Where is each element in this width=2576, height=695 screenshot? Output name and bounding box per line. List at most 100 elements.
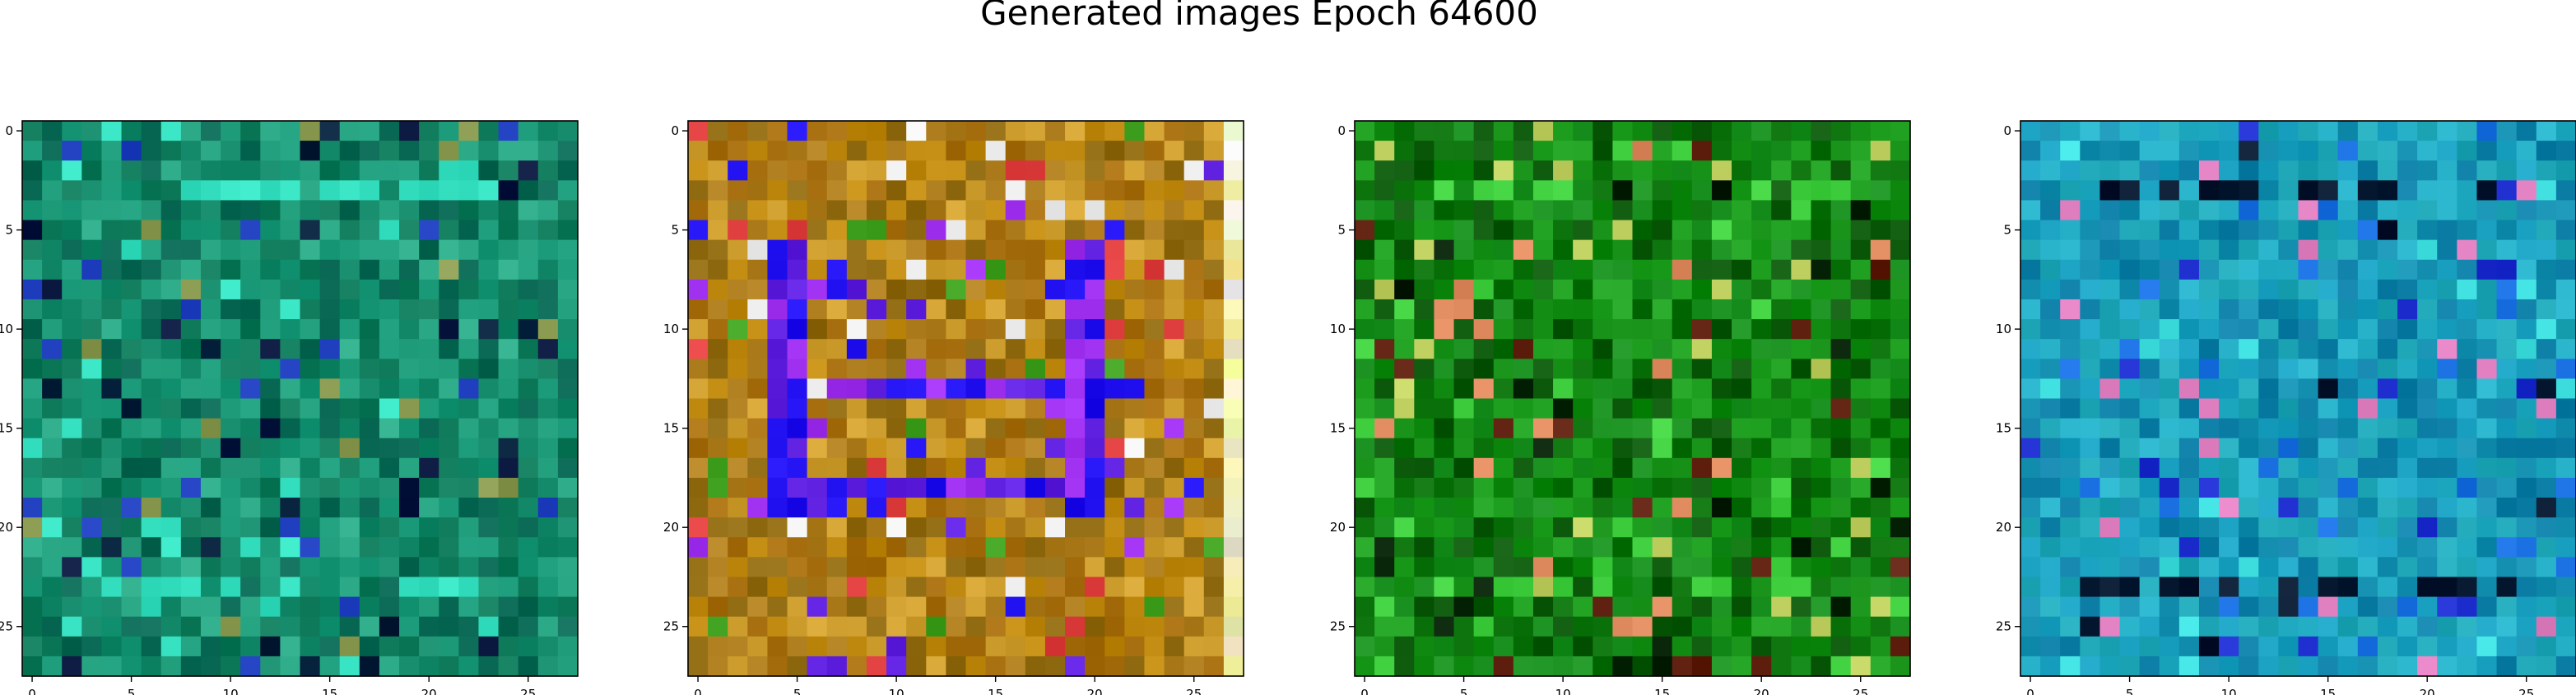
pixel: [478, 498, 500, 518]
pixel: [787, 537, 808, 558]
pixel: [2298, 259, 2319, 280]
pixel: [2139, 239, 2160, 261]
pixel: [787, 359, 808, 379]
pixel: [379, 220, 400, 241]
pixel: [81, 477, 103, 498]
pixel: [946, 557, 967, 578]
pixel: [1652, 477, 1673, 498]
pixel: [359, 200, 380, 221]
pixel: [1453, 180, 1475, 202]
pixel: [300, 438, 321, 459]
pixel: [1164, 557, 1185, 578]
pixel: [1453, 200, 1475, 221]
pixel: [906, 299, 927, 320]
pixel: [1791, 457, 1812, 479]
pixel: [260, 577, 281, 598]
pixel: [2178, 477, 2200, 498]
pixel: [2278, 438, 2299, 459]
pixel: [1850, 398, 1872, 419]
pixel: [498, 656, 519, 677]
pixel: [2536, 656, 2557, 677]
pixel: [319, 279, 341, 300]
pixel: [221, 200, 241, 221]
pixel: [379, 180, 400, 202]
pixel: [1374, 498, 1395, 518]
pixel: [537, 418, 559, 439]
pixel: [1672, 141, 1693, 161]
pixel: [1532, 636, 1554, 657]
pixel: [2298, 577, 2319, 598]
pixel: [946, 477, 967, 498]
pixel: [946, 537, 967, 558]
pixel: [2516, 557, 2537, 578]
pixel: [2417, 418, 2438, 439]
pixel: [946, 438, 967, 459]
pixel: [1065, 339, 1086, 359]
pixel: [1005, 378, 1026, 400]
pixel: [1870, 457, 1891, 479]
pixel: [359, 616, 380, 637]
pixel: [160, 319, 182, 340]
pixel: [557, 259, 579, 280]
pixel: [439, 180, 459, 202]
pixel: [1493, 636, 1514, 657]
pixel: [1394, 220, 1415, 241]
pixel: [2496, 517, 2518, 538]
pixel: [62, 180, 82, 202]
pixel: [1434, 498, 1455, 518]
pixel: [2020, 537, 2041, 558]
pixel: [1434, 378, 1455, 400]
pixel: [458, 319, 480, 340]
pixel: [180, 557, 202, 578]
pixel: [81, 121, 103, 141]
pixel: [42, 438, 63, 459]
pixel: [537, 596, 559, 618]
pixel: [1672, 319, 1693, 340]
pixel: [42, 239, 63, 261]
pixel: [1672, 537, 1693, 558]
pixel: [2437, 220, 2457, 241]
pixel: [1144, 537, 1165, 558]
pixel: [1771, 200, 1792, 221]
pixel: [2198, 200, 2220, 221]
pixel: [1513, 299, 1534, 320]
pixel: [121, 180, 142, 202]
pixel: [300, 418, 321, 439]
pixel: [280, 517, 301, 538]
pixel: [807, 398, 828, 419]
pixel: [1085, 537, 1105, 558]
pixel: [787, 596, 808, 618]
pixel: [1394, 319, 1415, 340]
pixel: [807, 180, 828, 202]
pixel: [399, 418, 420, 439]
pixel: [787, 418, 808, 439]
pixel: [1104, 498, 1125, 518]
pixel: [846, 577, 867, 598]
pixel: [1732, 299, 1752, 320]
pixel: [319, 457, 341, 479]
pixel: [1850, 616, 1872, 637]
pixel: [2457, 239, 2478, 261]
pixel: [2119, 636, 2141, 657]
pixel: [2357, 477, 2378, 498]
pixel: [379, 596, 400, 618]
pixel: [2080, 141, 2101, 161]
pixel: [1203, 121, 1225, 141]
pixel: [458, 656, 480, 677]
pixel: [2139, 557, 2160, 578]
pixel: [1732, 398, 1752, 419]
pixel: [1183, 239, 1205, 261]
pixel: [300, 517, 321, 538]
pixel: [1183, 259, 1205, 280]
pixel: [2020, 557, 2041, 578]
pixel: [2139, 121, 2160, 141]
pixel: [141, 299, 162, 320]
pixel: [2040, 636, 2061, 657]
pixel: [2476, 220, 2498, 241]
pixel: [1672, 517, 1693, 538]
pixel: [280, 160, 301, 181]
pixel: [498, 418, 519, 439]
pixel: [1850, 299, 1872, 320]
pixel: [1751, 359, 1772, 379]
pixel: [1493, 299, 1514, 320]
